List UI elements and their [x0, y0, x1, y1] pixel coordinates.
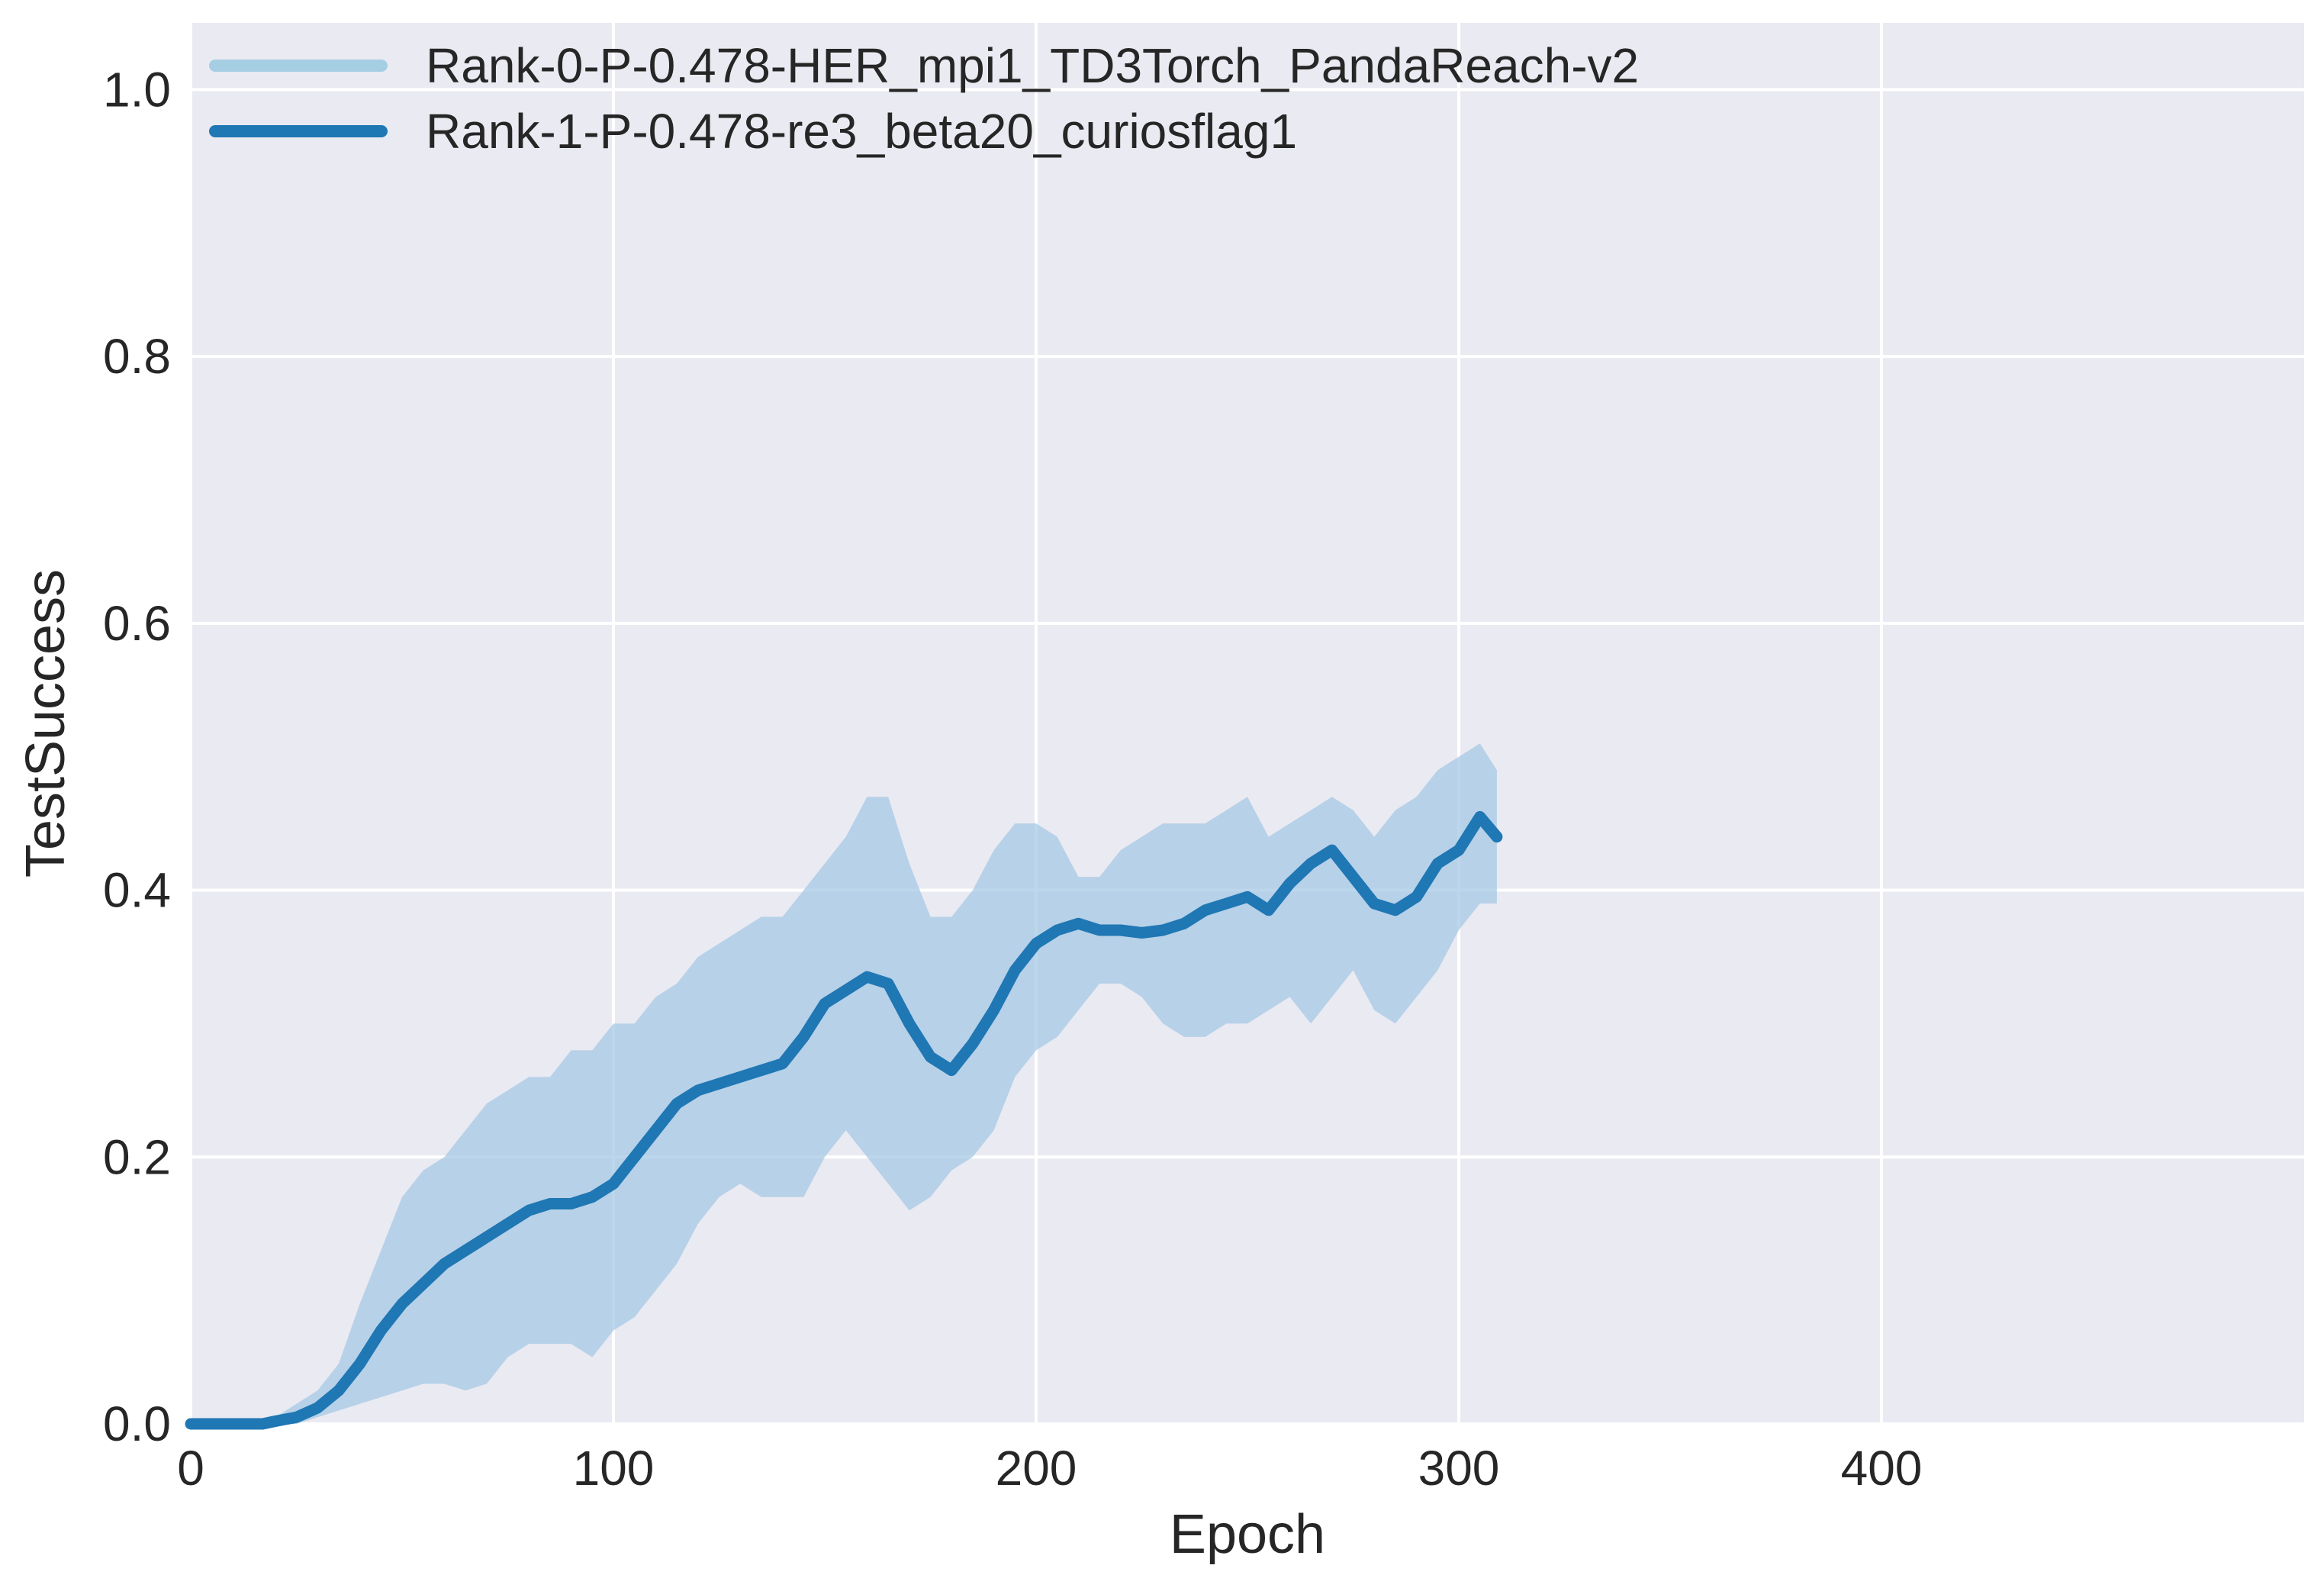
y-tick-label: 1.0	[103, 62, 171, 117]
confidence-band-layer	[191, 743, 1497, 1424]
y-tick-label: 0.6	[103, 596, 171, 651]
x-axis-label: Epoch	[1170, 1504, 1325, 1565]
x-tick-labels: 0 100 200 300 400	[177, 1441, 1922, 1496]
y-tick-label: 0.0	[103, 1396, 171, 1451]
mean-line-layer	[185, 810, 1503, 1430]
y-tick-label: 0.8	[103, 329, 171, 384]
legend-label: Rank-0-P-0.478-HER_mpi1_TD3Torch_PandaRe…	[426, 38, 1639, 93]
y-axis-label: TestSuccess	[15, 569, 76, 878]
series-band	[191, 743, 1497, 1424]
x-tick-label: 0	[177, 1441, 204, 1496]
y-tick-label: 0.2	[103, 1129, 171, 1184]
grid	[189, 23, 2304, 1425]
series-line	[185, 810, 1503, 1430]
y-tick-labels: 0.0 0.2 0.4 0.6 0.8 1.0	[103, 62, 171, 1451]
x-tick-label: 200	[996, 1441, 1077, 1496]
x-tick-label: 300	[1418, 1441, 1500, 1496]
legend-label: Rank-1-P-0.478-re3_beta20_curiosflag1	[426, 104, 1297, 159]
y-tick-label: 0.4	[103, 863, 171, 918]
x-tick-label: 100	[573, 1441, 655, 1496]
legend: Rank-0-P-0.478-HER_mpi1_TD3Torch_PandaRe…	[209, 38, 1639, 159]
x-tick-label: 400	[1841, 1441, 1923, 1496]
